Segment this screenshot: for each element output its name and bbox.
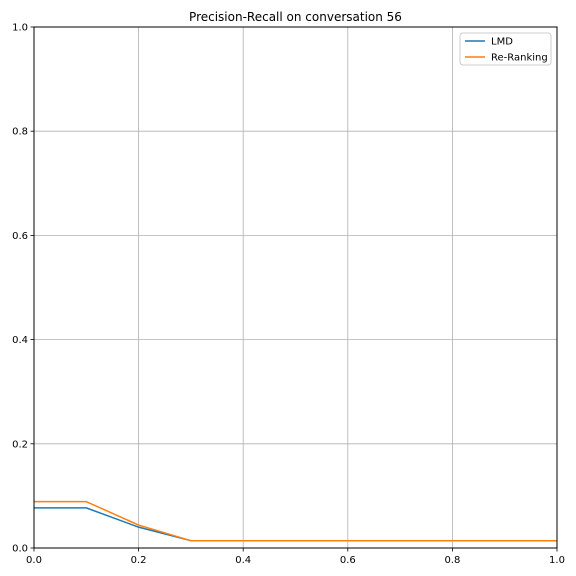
y-tick-label: 1.0 [12,23,28,34]
legend-label: Re-Ranking [491,53,548,64]
x-tick-label: 1.0 [549,555,565,566]
y-tick-label: 0.0 [12,544,28,555]
x-tick-label: 0.8 [444,555,460,566]
y-tick-label: 0.6 [12,231,28,242]
x-tick-label: 0.0 [26,555,42,566]
x-tick-label: 0.2 [131,555,147,566]
x-tick-label: 0.6 [340,555,356,566]
plot-frame [33,26,558,549]
x-tick-label: 0.4 [235,555,251,566]
y-tick-label: 0.4 [12,335,28,346]
chart-title: Precision-Recall on conversation 56 [189,10,402,24]
series-line-re-ranking [34,500,557,542]
legend-label: LMD [491,37,513,48]
axis-ticks: 0.0 0.2 0.4 0.6 0.8 1.0 0.0 0.2 0.4 0.6 0.8 1.0 [12,23,565,567]
y-tick-label: 0.8 [12,127,28,138]
series-lines [34,500,557,542]
y-tick-label: 0.2 [12,439,28,450]
legend: LMD Re-Ranking [459,32,552,66]
